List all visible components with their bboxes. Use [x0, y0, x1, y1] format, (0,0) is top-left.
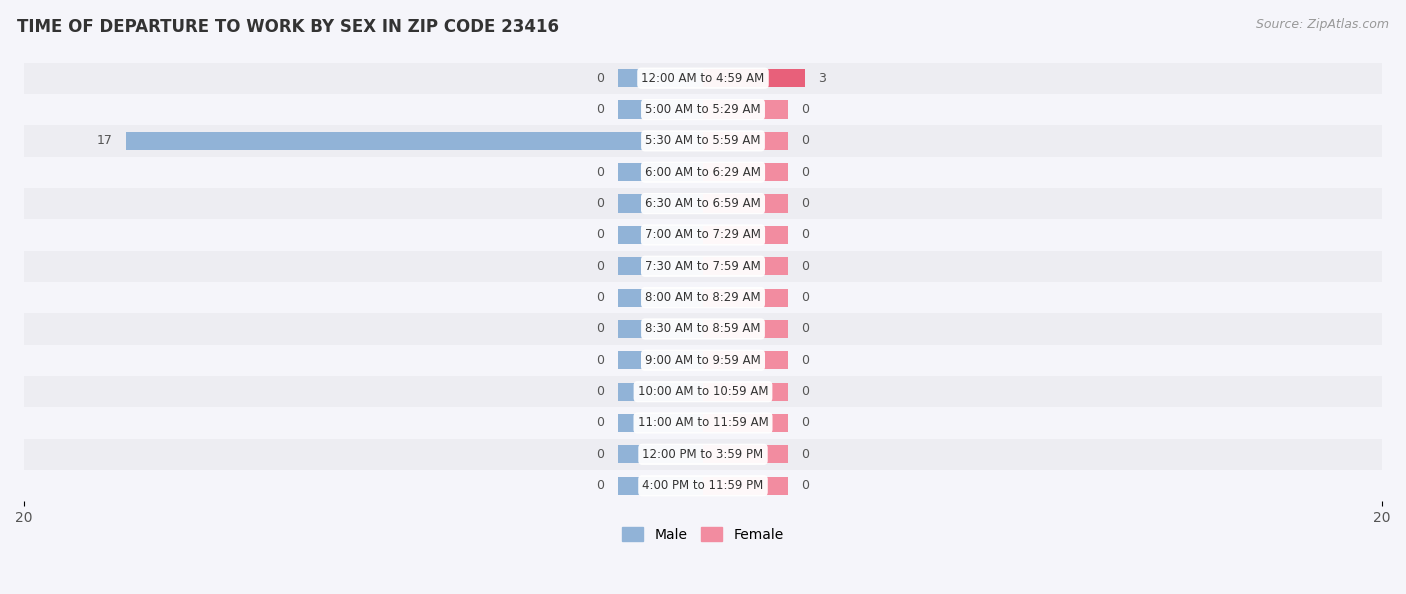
Text: 0: 0	[801, 416, 810, 429]
Text: 0: 0	[801, 291, 810, 304]
Text: 11:00 AM to 11:59 AM: 11:00 AM to 11:59 AM	[638, 416, 768, 429]
Bar	[619, 476, 703, 495]
Bar	[703, 194, 787, 213]
Text: 0: 0	[801, 229, 810, 241]
Text: 0: 0	[596, 260, 605, 273]
Text: 0: 0	[596, 448, 605, 461]
Text: 0: 0	[801, 385, 810, 398]
Bar	[24, 62, 1382, 94]
Bar	[619, 226, 703, 244]
Text: 7:30 AM to 7:59 AM: 7:30 AM to 7:59 AM	[645, 260, 761, 273]
Bar	[24, 251, 1382, 282]
Text: 0: 0	[801, 354, 810, 367]
Bar	[24, 470, 1382, 501]
Bar	[703, 132, 787, 150]
Text: 0: 0	[596, 197, 605, 210]
Text: 0: 0	[596, 229, 605, 241]
Bar	[24, 345, 1382, 376]
Text: 9:00 AM to 9:59 AM: 9:00 AM to 9:59 AM	[645, 354, 761, 367]
Bar	[619, 351, 703, 369]
Bar	[703, 69, 804, 87]
Bar	[24, 94, 1382, 125]
Bar	[619, 320, 703, 338]
Text: 0: 0	[801, 323, 810, 336]
Bar	[703, 320, 787, 338]
Bar	[703, 446, 787, 463]
Bar	[703, 163, 787, 181]
Bar	[619, 414, 703, 432]
Text: 6:30 AM to 6:59 AM: 6:30 AM to 6:59 AM	[645, 197, 761, 210]
Text: 0: 0	[801, 197, 810, 210]
Text: TIME OF DEPARTURE TO WORK BY SEX IN ZIP CODE 23416: TIME OF DEPARTURE TO WORK BY SEX IN ZIP …	[17, 18, 558, 36]
Text: 7:00 AM to 7:29 AM: 7:00 AM to 7:29 AM	[645, 229, 761, 241]
Text: 0: 0	[801, 103, 810, 116]
Text: 12:00 AM to 4:59 AM: 12:00 AM to 4:59 AM	[641, 72, 765, 85]
Text: 17: 17	[96, 134, 112, 147]
Text: 3: 3	[818, 72, 827, 85]
Bar	[703, 257, 787, 276]
Bar	[24, 407, 1382, 438]
Text: 0: 0	[596, 103, 605, 116]
Bar	[24, 313, 1382, 345]
Bar	[125, 132, 703, 150]
Text: 0: 0	[596, 479, 605, 492]
Text: 12:00 PM to 3:59 PM: 12:00 PM to 3:59 PM	[643, 448, 763, 461]
Bar	[24, 282, 1382, 313]
Text: 0: 0	[596, 323, 605, 336]
Bar	[703, 383, 787, 401]
Bar	[24, 438, 1382, 470]
Text: 6:00 AM to 6:29 AM: 6:00 AM to 6:29 AM	[645, 166, 761, 179]
Bar	[619, 383, 703, 401]
Bar	[703, 414, 787, 432]
Legend: Male, Female: Male, Female	[617, 521, 789, 547]
Text: 5:00 AM to 5:29 AM: 5:00 AM to 5:29 AM	[645, 103, 761, 116]
Text: 5:30 AM to 5:59 AM: 5:30 AM to 5:59 AM	[645, 134, 761, 147]
Text: 8:00 AM to 8:29 AM: 8:00 AM to 8:29 AM	[645, 291, 761, 304]
Text: Source: ZipAtlas.com: Source: ZipAtlas.com	[1256, 18, 1389, 31]
Bar	[703, 476, 787, 495]
Text: 0: 0	[801, 479, 810, 492]
Text: 0: 0	[596, 385, 605, 398]
Text: 0: 0	[596, 166, 605, 179]
Bar	[24, 125, 1382, 157]
Bar	[24, 376, 1382, 407]
Bar	[619, 289, 703, 307]
Bar	[619, 100, 703, 119]
Bar	[703, 100, 787, 119]
Bar	[703, 351, 787, 369]
Bar	[619, 194, 703, 213]
Bar	[619, 257, 703, 276]
Bar	[619, 69, 703, 87]
Text: 8:30 AM to 8:59 AM: 8:30 AM to 8:59 AM	[645, 323, 761, 336]
Bar	[24, 219, 1382, 251]
Bar	[24, 157, 1382, 188]
Text: 0: 0	[596, 354, 605, 367]
Text: 0: 0	[801, 448, 810, 461]
Bar	[24, 188, 1382, 219]
Bar	[619, 163, 703, 181]
Text: 0: 0	[801, 260, 810, 273]
Text: 0: 0	[596, 291, 605, 304]
Text: 10:00 AM to 10:59 AM: 10:00 AM to 10:59 AM	[638, 385, 768, 398]
Text: 4:00 PM to 11:59 PM: 4:00 PM to 11:59 PM	[643, 479, 763, 492]
Text: 0: 0	[801, 166, 810, 179]
Bar	[703, 226, 787, 244]
Bar	[619, 446, 703, 463]
Text: 0: 0	[596, 72, 605, 85]
Text: 0: 0	[596, 416, 605, 429]
Bar	[703, 289, 787, 307]
Text: 0: 0	[801, 134, 810, 147]
